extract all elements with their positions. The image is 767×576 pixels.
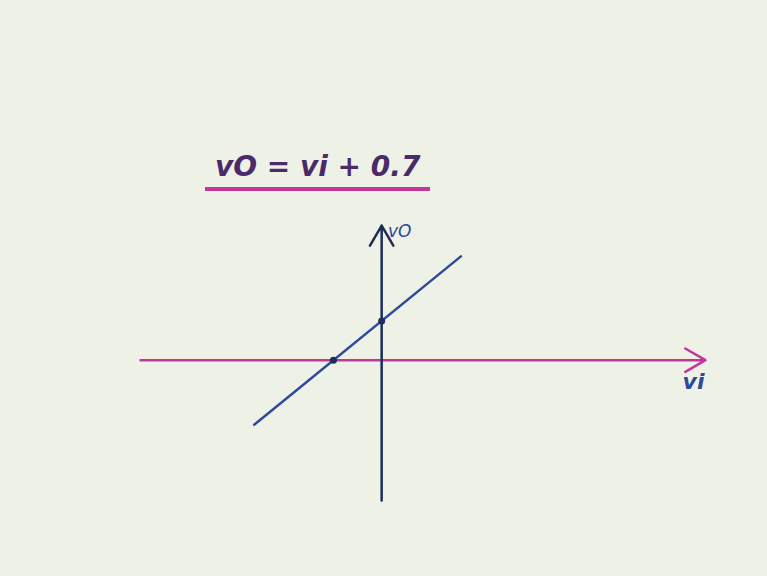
svg-text:vi: vi bbox=[683, 369, 705, 394]
svg-text:vO: vO bbox=[388, 221, 411, 241]
html-text:vO = vi + 0.7: vO = vi + 0.7 bbox=[215, 150, 421, 183]
